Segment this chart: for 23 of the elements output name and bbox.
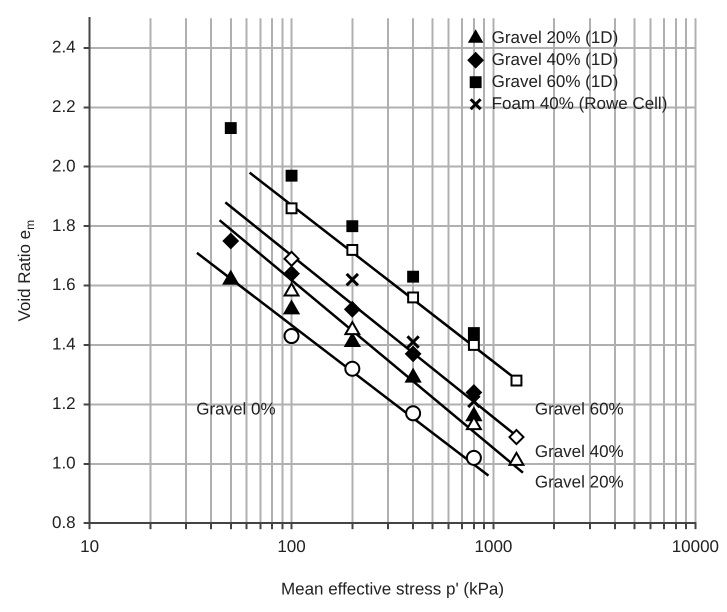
y-tick-label: 1.4 [52, 334, 76, 354]
y-axis-title: Void Ratio em [15, 220, 37, 322]
annotation: Gravel 0% [196, 399, 276, 418]
x-tick-label: 1000 [474, 537, 512, 556]
y-tick-label: 1.8 [52, 216, 76, 235]
y-tick-label: 2.2 [52, 97, 76, 116]
y-tick-label: 1.0 [52, 453, 76, 472]
annotation: Gravel 40% [534, 442, 624, 462]
x-tick-label: 100 [277, 537, 306, 556]
x-axis-title: Mean effective stress p' (kPa) [280, 579, 504, 598]
y-tick-label: 2.4 [52, 38, 76, 57]
x-tick-label: 10000 [672, 537, 720, 556]
y-tick-label: 0.8 [52, 512, 76, 532]
y-tick-label: 1.2 [52, 394, 76, 414]
legend-label: Foam 40% (Rowe Cell) [492, 94, 668, 113]
legend-label: Gravel 40% (1D) [492, 50, 618, 69]
y-tick-label: 2.0 [52, 156, 76, 176]
annotation: Gravel 20% [534, 472, 624, 492]
annotation: Gravel 60% [534, 399, 624, 418]
legend-label: Gravel 60% (1D) [492, 72, 618, 91]
x-tick-label: 10 [80, 537, 100, 556]
y-tick-label: 1.6 [52, 275, 76, 294]
legend-label: Gravel 20% (1D) [492, 28, 618, 47]
